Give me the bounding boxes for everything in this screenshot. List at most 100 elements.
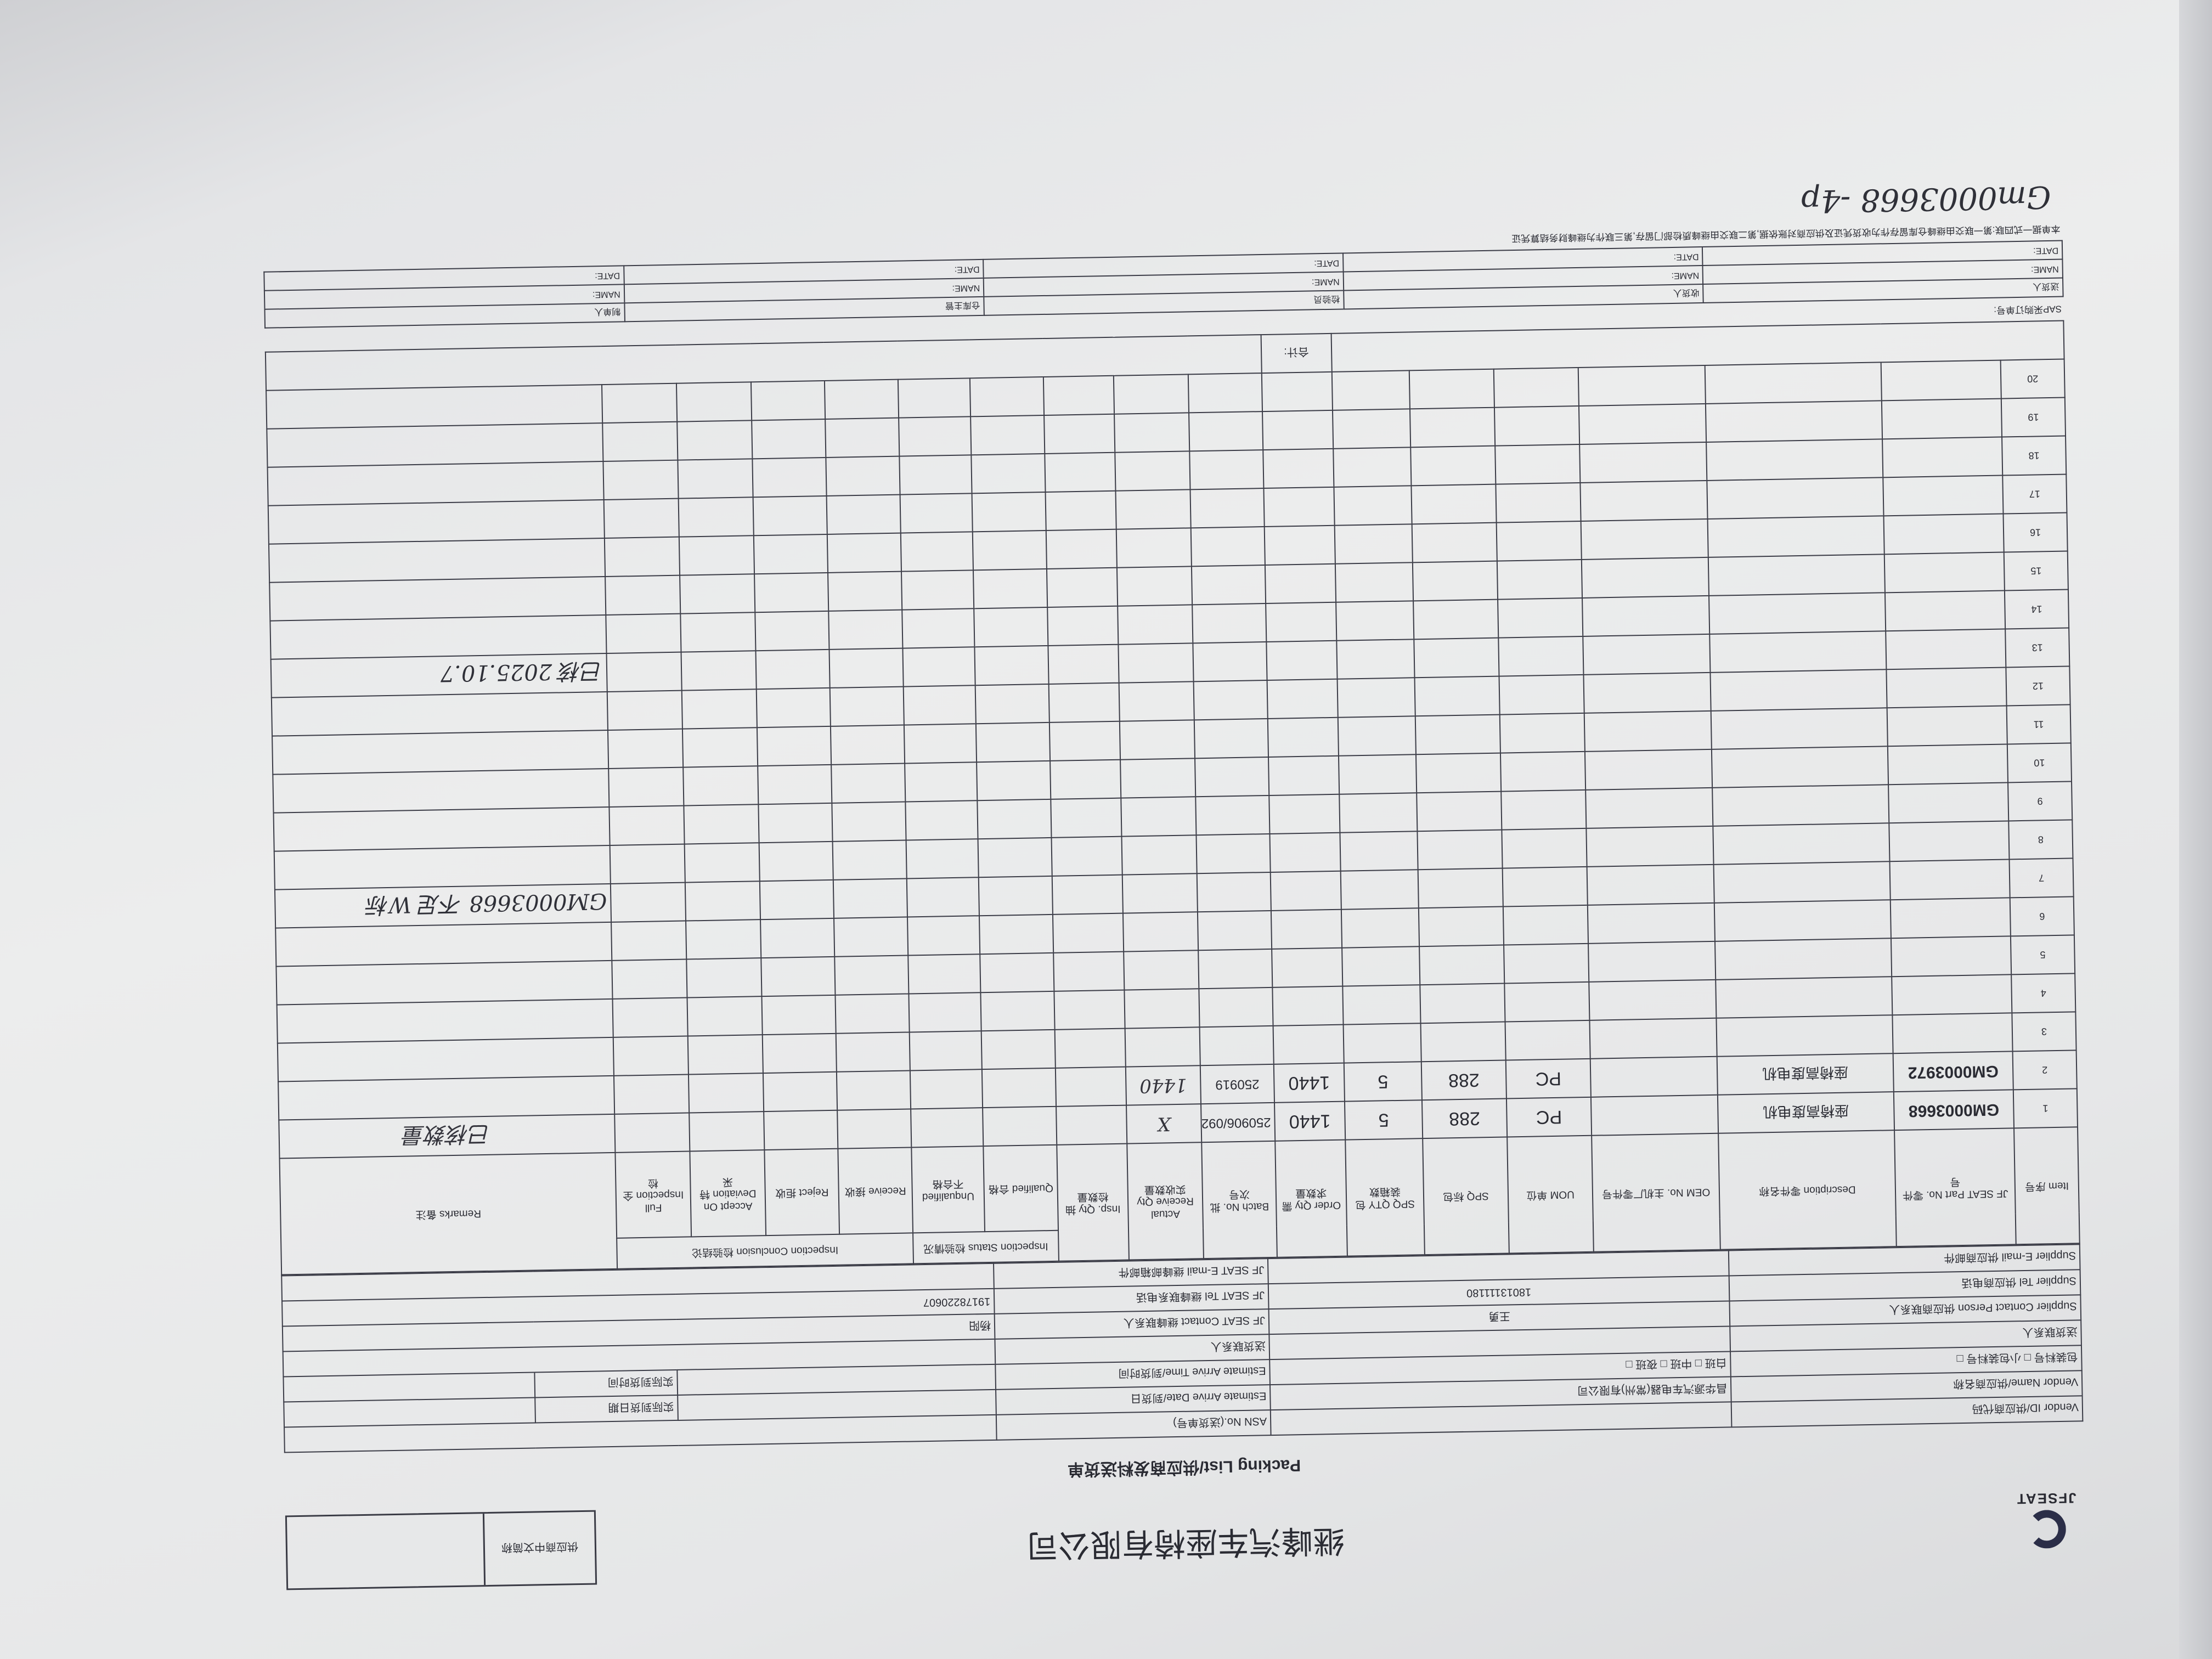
- cell-actual: [1115, 489, 1191, 529]
- cell-unqualified: [911, 1108, 984, 1148]
- estimate-time-label: Estimate Arrive Time/到货时间: [995, 1359, 1270, 1390]
- cell-item: 6: [2010, 896, 2074, 936]
- cell-unqualified: [901, 570, 974, 610]
- cell-description: [1716, 1015, 1893, 1057]
- cell-uom: [1495, 444, 1581, 484]
- cell-oem: [1580, 480, 1708, 521]
- actual-time-field: [283, 1372, 535, 1402]
- cell-part-no: [1884, 590, 2006, 631]
- cell-insp-qty: [1051, 798, 1122, 838]
- cell-order-qty: [1270, 871, 1341, 911]
- cell-insp-qty: [1046, 529, 1117, 569]
- col-insp-qty: Insp. Qty 抽检数量: [1057, 1143, 1129, 1261]
- col-item: Item 序号: [2014, 1127, 2080, 1245]
- cell-full: [604, 537, 680, 577]
- cell-accept: [688, 1073, 764, 1113]
- cell-item: 11: [2006, 704, 2071, 744]
- col-actual: Actual Receive Qty 实收数量: [1127, 1142, 1204, 1260]
- cell-unqualified: [900, 532, 973, 572]
- cell-uom: [1494, 405, 1580, 446]
- cell-batch: [1191, 565, 1266, 605]
- cell-reject: [764, 1110, 838, 1150]
- cell-qualified: [975, 684, 1049, 724]
- cell-spq-qty: [1338, 716, 1416, 756]
- actual-date-label: 实际到货日期: [535, 1395, 678, 1423]
- cell-receive: [830, 686, 904, 726]
- cell-spq-qty: [1341, 908, 1420, 948]
- cell-receive: [832, 840, 907, 880]
- cell-description: [1705, 362, 1882, 404]
- cell-uom: [1496, 521, 1582, 561]
- cell-batch: [1195, 757, 1269, 797]
- col-description: Description 零件名称: [1718, 1130, 1897, 1250]
- cell-insp-qty: [1050, 759, 1121, 799]
- cell-qualified: [970, 415, 1045, 455]
- jf-contact-label: JF SEAT Contact 继峰联系人: [994, 1309, 1269, 1339]
- asn-label: ASN No.(送货单号): [996, 1410, 1271, 1440]
- cell-receive: [833, 878, 907, 918]
- cell-spq: [1413, 599, 1499, 640]
- col-part-no: JF SEAT Part No. 零件号: [1894, 1128, 2016, 1247]
- cell-description: [1709, 631, 1887, 673]
- cell-full: [612, 997, 688, 1037]
- cell-batch: [1199, 1025, 1274, 1066]
- cell-batch: [1190, 527, 1265, 567]
- cell-reject: [763, 1071, 838, 1112]
- cell-spq: [1409, 369, 1494, 409]
- cell-spq-qty: [1332, 409, 1411, 449]
- cell-remarks: GM0003668 不足 W标: [274, 883, 612, 928]
- cell-part-no: [1891, 936, 2012, 977]
- cell-spq-qty: [1333, 447, 1412, 487]
- cell-full: [613, 1074, 690, 1114]
- cell-spq-qty: [1339, 793, 1418, 833]
- cell-insp-qty: [1044, 414, 1115, 454]
- cell-qualified: [975, 722, 1051, 763]
- cell-actual: [1118, 605, 1193, 645]
- handwritten-signature: Gm0003668 -4p: [1801, 178, 2051, 219]
- cell-remarks: [276, 960, 613, 1005]
- cell-order-qty: [1269, 794, 1340, 834]
- cell-part-no: [1881, 398, 2002, 439]
- cell-oem: [1583, 634, 1711, 675]
- col-accept-deviation: Accept On Deviation 特采: [690, 1150, 766, 1237]
- cell-insp-qty: [1051, 836, 1122, 876]
- cell-unqualified: [903, 685, 976, 725]
- cell-insp-qty: [1052, 913, 1124, 953]
- cell-accept: [677, 420, 753, 460]
- cell-uom: [1498, 597, 1583, 638]
- cell-receive: [826, 494, 901, 534]
- cell-part-no: GM0003668: [1893, 1090, 2015, 1131]
- cell-spq: [1409, 407, 1496, 448]
- cell-qualified: [980, 952, 1054, 993]
- cell-item: 13: [2005, 628, 2070, 668]
- cell-spq-qty: [1334, 524, 1413, 564]
- cell-uom: [1505, 1020, 1590, 1060]
- cell-batch: [1189, 450, 1264, 490]
- cell-spq-qty: [1337, 678, 1415, 718]
- cell-description: [1710, 669, 1887, 711]
- cell-item: 16: [2003, 512, 2068, 552]
- cell-accept: [680, 574, 755, 614]
- cell-insp-qty: [1055, 1066, 1127, 1107]
- cell-actual: [1115, 451, 1190, 491]
- cell-part-no: [1884, 552, 2005, 593]
- cell-oem: [1581, 557, 1709, 598]
- cell-actual: [1119, 720, 1195, 760]
- cell-accept: [678, 497, 754, 537]
- cell-insp-qty: [1048, 644, 1119, 684]
- cell-uom: [1501, 789, 1587, 830]
- cell-order-qty: [1266, 602, 1337, 642]
- cell-part-no: [1883, 475, 2004, 516]
- cell-remarks: 已核 2025.10.7: [270, 653, 607, 698]
- col-batch: Batch No. 批次号: [1201, 1141, 1277, 1259]
- cell-oem: [1588, 941, 1716, 982]
- cell-receive: [825, 417, 900, 458]
- cell-accept: [689, 1111, 765, 1152]
- cell-actual: [1120, 758, 1196, 798]
- estimate-date-label: Estimate Arrive Date/到货日: [996, 1385, 1271, 1415]
- cell-unqualified: [906, 877, 979, 917]
- handwritten-note: GM0003668 不足 W标: [366, 888, 607, 918]
- cell-accept: [686, 919, 761, 960]
- cell-qualified: [977, 799, 1052, 839]
- cell-order-qty: [1262, 410, 1334, 450]
